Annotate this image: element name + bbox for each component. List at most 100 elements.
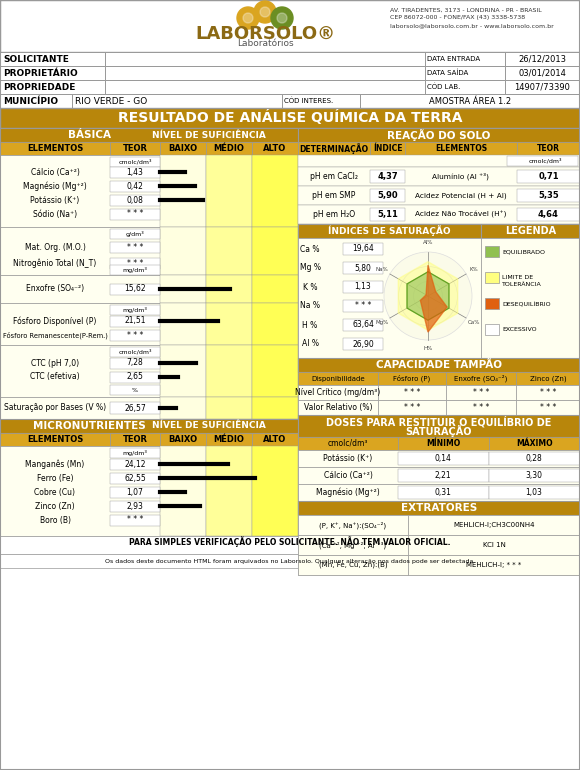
Bar [0, 0, 580, 52]
Circle shape [260, 7, 270, 17]
Bar [110, 195, 160, 206]
Text: Cálcio (Ca⁺²): Cálcio (Ca⁺²) [324, 471, 372, 480]
Bar [489, 469, 580, 482]
Bar [405, 142, 517, 155]
Bar [0, 52, 580, 66]
Bar [110, 358, 160, 369]
Circle shape [384, 252, 472, 340]
Bar [298, 372, 378, 385]
Text: pH em H₂O: pH em H₂O [313, 210, 355, 219]
Text: ELEMENTOS: ELEMENTOS [27, 435, 83, 444]
Bar [507, 156, 578, 166]
Bar [370, 208, 405, 221]
Text: Potássio (K⁺): Potássio (K⁺) [30, 196, 79, 205]
Bar [0, 142, 110, 155]
Text: ÍNDICE: ÍNDICE [373, 144, 403, 153]
Bar [446, 372, 516, 385]
Bar [0, 94, 72, 108]
Text: CTC (efetiva): CTC (efetiva) [30, 373, 80, 381]
Bar [425, 52, 505, 66]
Text: BAIXO: BAIXO [168, 144, 198, 153]
Bar [370, 189, 405, 202]
Text: cmolc/dm³: cmolc/dm³ [118, 159, 152, 165]
Bar [298, 155, 580, 167]
Bar [343, 262, 383, 274]
Bar [110, 316, 160, 327]
Bar [160, 155, 206, 227]
Text: 7,28: 7,28 [126, 359, 143, 367]
Bar [298, 450, 580, 467]
Bar [489, 437, 580, 450]
Bar [343, 300, 383, 312]
Bar [0, 66, 580, 80]
Bar [105, 80, 425, 94]
Text: Ferro (Fe): Ferro (Fe) [37, 474, 73, 483]
Bar [0, 419, 298, 433]
Bar [481, 224, 580, 238]
Bar [298, 535, 408, 555]
Text: 24,12: 24,12 [124, 460, 146, 468]
Text: * * *: * * * [473, 388, 489, 397]
Bar [160, 275, 206, 303]
Text: 5,11: 5,11 [377, 210, 398, 219]
Text: PROPRIEDADE: PROPRIEDADE [3, 82, 75, 92]
Bar [0, 155, 298, 227]
Text: pH em CaCl₂: pH em CaCl₂ [310, 172, 358, 181]
Text: Ca%: Ca% [467, 320, 480, 325]
Circle shape [271, 7, 293, 29]
Text: 0,31: 0,31 [434, 488, 451, 497]
Bar [160, 142, 206, 155]
Bar [0, 94, 580, 108]
Text: * * *: * * * [540, 388, 556, 397]
Text: * * *: * * * [540, 403, 556, 412]
Bar [110, 167, 160, 178]
Text: 2,65: 2,65 [126, 373, 143, 381]
Bar [0, 397, 298, 419]
Bar [252, 142, 298, 155]
Polygon shape [407, 272, 449, 320]
Bar [206, 345, 252, 397]
Text: TEOR: TEOR [122, 435, 147, 444]
Bar [160, 446, 206, 536]
Text: mg/dm³: mg/dm³ [122, 307, 147, 313]
Text: cmolc/dm³: cmolc/dm³ [118, 350, 152, 355]
Bar [298, 437, 398, 450]
Text: KCI 1N: KCI 1N [483, 542, 505, 548]
Bar [517, 208, 580, 221]
Bar [0, 142, 298, 155]
Text: MÁXIMO: MÁXIMO [516, 439, 553, 448]
Text: EQUILIBRADO: EQUILIBRADO [502, 249, 545, 254]
Text: 0,28: 0,28 [525, 454, 542, 463]
Bar [252, 227, 298, 275]
Bar [110, 487, 160, 498]
Text: 26/12/2013: 26/12/2013 [518, 55, 566, 63]
Text: * * *: * * * [404, 403, 420, 412]
Bar [378, 400, 446, 415]
Bar [0, 433, 110, 446]
Text: 63,64: 63,64 [352, 320, 374, 330]
Text: TEOR: TEOR [537, 144, 560, 153]
Text: TOLERÂNCIA: TOLERÂNCIA [502, 282, 542, 287]
Bar [485, 298, 499, 309]
Bar [378, 372, 446, 385]
Bar [298, 385, 378, 400]
Circle shape [237, 7, 259, 29]
Text: (P, K⁺, Na⁺):(SO₄⁻²): (P, K⁺, Na⁺):(SO₄⁻²) [320, 521, 386, 529]
Text: K%: K% [470, 267, 478, 272]
Text: Zinco (Zn): Zinco (Zn) [530, 375, 566, 382]
Text: DETERMINAÇÃO: DETERMINAÇÃO [299, 143, 368, 154]
Text: Acidez Não Trocável (H⁺): Acidez Não Trocável (H⁺) [415, 211, 507, 218]
Text: Magnésio (Mg⁺²): Magnésio (Mg⁺²) [316, 487, 380, 497]
Text: DATA ENTRADA: DATA ENTRADA [427, 56, 480, 62]
Bar [425, 66, 505, 80]
Bar [206, 227, 252, 275]
Bar [160, 303, 206, 345]
Text: Al%: Al% [423, 240, 433, 246]
Bar [0, 446, 298, 536]
Text: * * *: * * * [355, 302, 371, 310]
Text: 62,55: 62,55 [124, 474, 146, 483]
Bar [298, 205, 580, 224]
Text: 1,13: 1,13 [354, 283, 371, 292]
Text: 0,08: 0,08 [126, 196, 143, 205]
Bar [110, 330, 160, 341]
